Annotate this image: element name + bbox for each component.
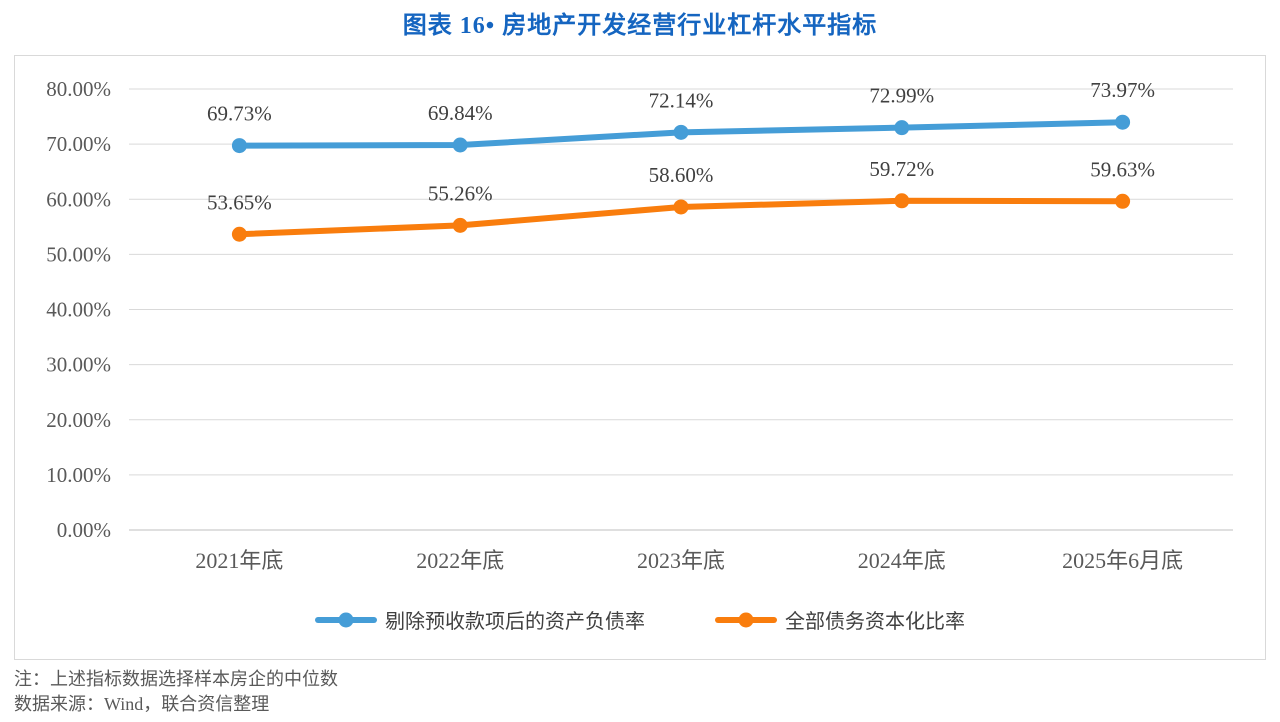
line-chart: 0.00% 10.00% 20.00% 30.00% 40.00% 50.00% 60.00…: [46, 77, 1233, 573]
y-axis-tick-label: 70.00%: [46, 132, 111, 156]
data-point-marker: [894, 193, 910, 209]
data-point-marker: [673, 124, 689, 140]
data-point-marker: [231, 226, 247, 242]
chart-frame: 0.00% 10.00% 20.00% 30.00% 40.00% 50.00% 60.00…: [14, 55, 1266, 660]
y-axis-tick-label: 50.00%: [46, 242, 111, 266]
x-axis-tick-label: 2025年6月底: [1062, 548, 1183, 573]
data-point-label: 69.84%: [428, 101, 493, 125]
data-point-label: 53.65%: [207, 190, 272, 214]
chart-legend: 剔除预收款项后的资产负债率 全部债务资本化比率: [15, 605, 1265, 634]
y-axis-tick-label: 20.00%: [46, 408, 111, 432]
data-point-label: 59.72%: [869, 157, 934, 181]
y-axis-tick-label: 30.00%: [46, 353, 111, 377]
data-point-label: 59.63%: [1090, 157, 1155, 181]
data-point-label: 58.60%: [649, 163, 714, 187]
legend-label: 剔除预收款项后的资产负债率: [385, 611, 645, 633]
data-point-marker: [452, 217, 468, 233]
data-point-label: 69.73%: [207, 102, 272, 126]
x-axis-tick-label: 2024年底: [858, 548, 946, 573]
data-point-marker: [1115, 114, 1131, 130]
legend-label: 全部债务资本化比率: [785, 611, 965, 633]
chart-title: 图表 16• 房地产开发经营行业杠杆水平指标: [402, 13, 878, 39]
data-point-marker: [1115, 193, 1131, 209]
data-point-marker: [894, 120, 910, 136]
data-point-label: 72.14%: [649, 88, 714, 112]
data-point-label: 73.97%: [1090, 78, 1155, 102]
legend-item-2: 全部债务资本化比率: [715, 605, 965, 634]
note-sample-median: 注：上述指标数据选择样本房企的中位数: [14, 669, 338, 689]
data-point-label: 55.26%: [428, 181, 493, 205]
note-data-source: 数据来源：Wind，联合资信整理: [14, 694, 270, 714]
y-axis-tick-label: 40.00%: [46, 298, 111, 322]
y-axis-tick-label: 60.00%: [46, 187, 111, 211]
legend-item-1: 剔除预收款项后的资产负债率: [315, 605, 645, 634]
data-point-marker: [231, 138, 247, 154]
x-axis-tick-label: 2022年底: [416, 548, 504, 573]
legend-line-marker-icon: [715, 612, 777, 627]
legend-dot-marker-icon: [738, 612, 754, 627]
x-axis-tick-label: 2023年底: [637, 548, 725, 573]
y-axis-tick-label: 80.00%: [46, 77, 111, 101]
data-point-marker: [452, 137, 468, 153]
x-axis-tick-label: 2021年底: [195, 548, 283, 573]
legend-dot-marker-icon: [338, 612, 354, 627]
legend-line-marker-icon: [315, 612, 377, 627]
data-point-marker: [673, 199, 689, 215]
y-axis-tick-label: 10.00%: [46, 463, 111, 487]
data-point-label: 72.99%: [869, 84, 934, 108]
y-axis-tick-label: 0.00%: [57, 518, 111, 542]
